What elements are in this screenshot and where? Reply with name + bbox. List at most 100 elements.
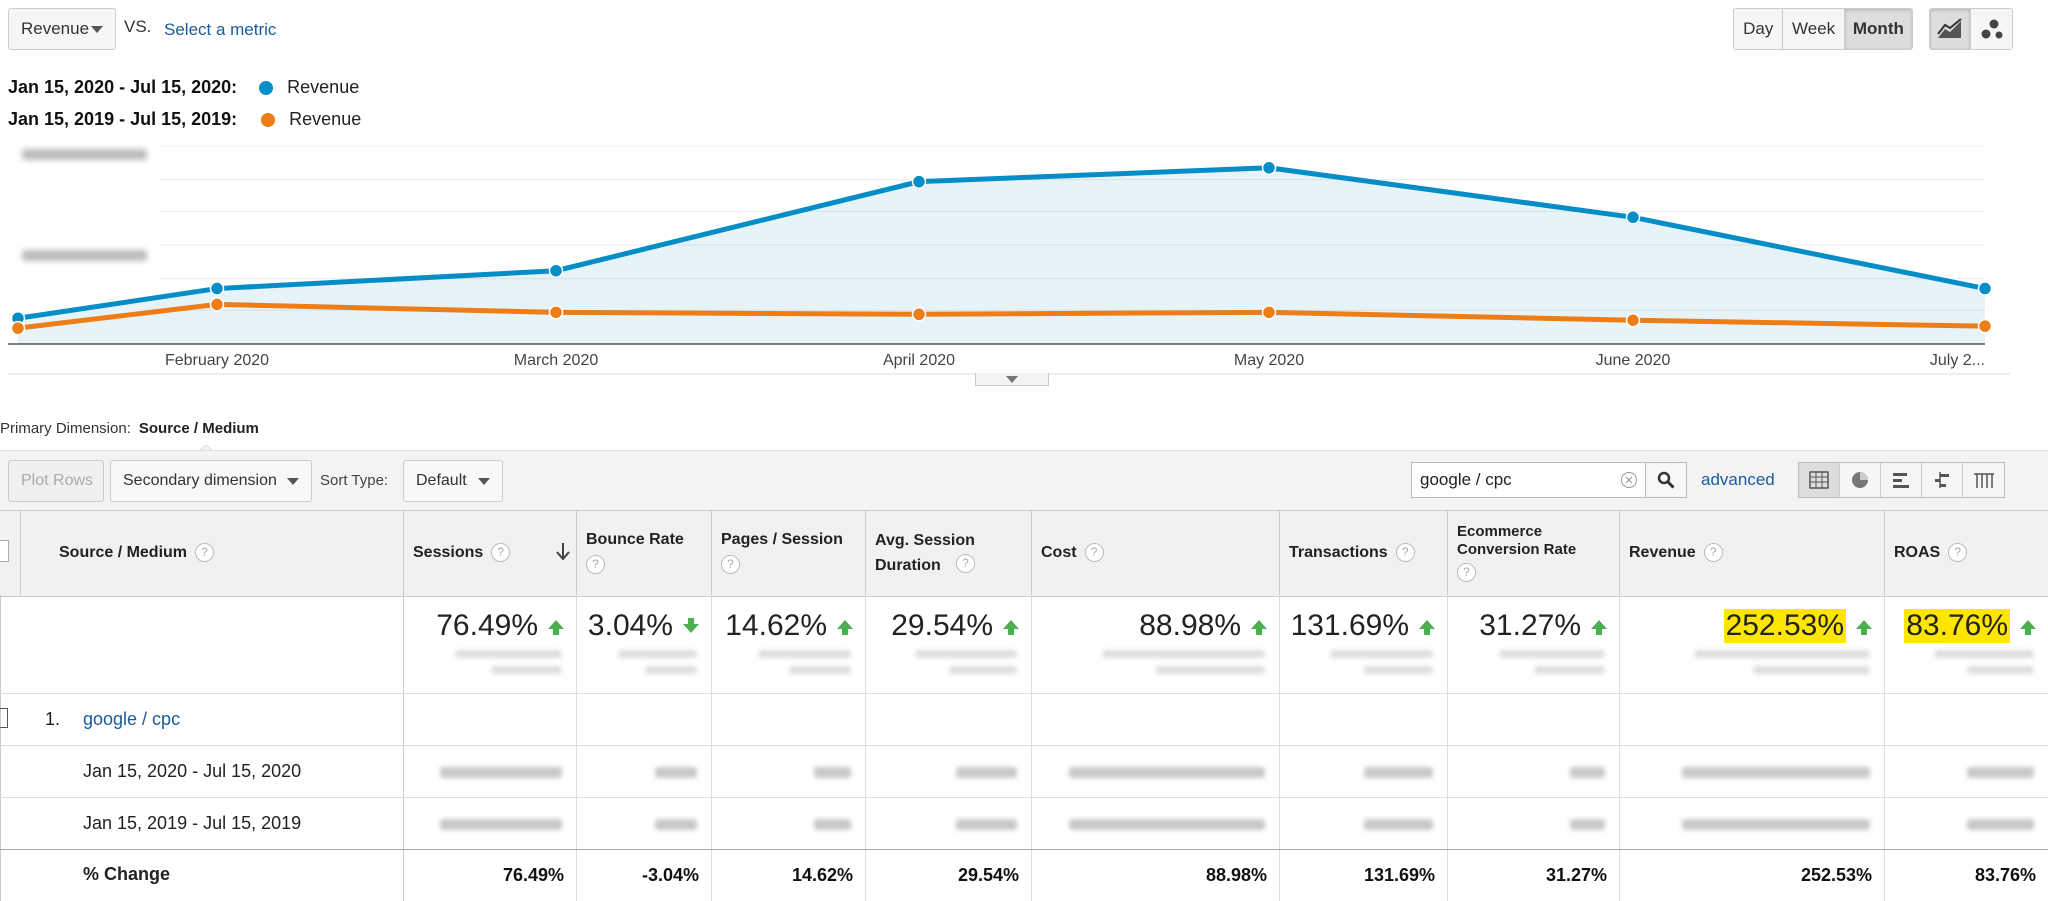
month-button[interactable]: Month: [1844, 9, 1912, 49]
col-bounce-rate[interactable]: Bounce Rate?: [576, 510, 711, 595]
previous-series-point: [1977, 318, 1993, 334]
summary-conversion-change: 31.27%: [1447, 604, 1619, 648]
chevron-down-icon: [91, 26, 103, 33]
row-period-previous: Jan 15, 2019 - Jul 15, 2019: [83, 813, 302, 833]
legend-previous-range: Jan 15, 2019 - Jul 15, 2019:: [8, 109, 238, 129]
summary-value: 131.69%: [1290, 609, 1409, 642]
help-icon[interactable]: ?: [956, 554, 975, 573]
y-tick-label-blurred: [22, 250, 147, 261]
col-label: ROAS: [1894, 543, 1941, 561]
previous-series-point: [1625, 312, 1641, 328]
chart-collapse-toggle[interactable]: [975, 373, 1049, 386]
help-icon[interactable]: ?: [1395, 543, 1415, 562]
pie-chart-view-icon[interactable]: [1840, 463, 1881, 497]
motion-chart-icon[interactable]: [1971, 9, 2012, 49]
col-pages-session[interactable]: Pages / Session?: [711, 510, 865, 595]
search-icon[interactable]: [1645, 463, 1686, 497]
sort-desc-icon[interactable]: [556, 542, 570, 560]
summary-value: 31.27%: [1479, 609, 1581, 642]
col-label: Ecommerce Conversion Rate: [1457, 523, 1577, 558]
col-revenue[interactable]: Revenue?: [1619, 510, 1884, 595]
previous-series-point: [1261, 305, 1277, 320]
data-table-view-icon[interactable]: [1799, 463, 1840, 497]
legend-current: Jan 15, 2020 - Jul 15, 2020: Revenue: [8, 77, 359, 98]
up-arrow-icon: [1419, 619, 1435, 635]
col-divider: [0, 595, 1, 901]
performance-view-icon[interactable]: [1881, 463, 1922, 497]
clear-icon[interactable]: ✕: [1621, 472, 1637, 488]
granularity-group: Day Week Month: [1733, 8, 1913, 50]
change-cost: 88.98%: [1205, 864, 1267, 885]
help-icon[interactable]: ?: [1703, 543, 1723, 562]
blurred-value: [440, 819, 562, 830]
col-ecommerce-conversion-rate[interactable]: Ecommerce Conversion Rate?: [1447, 510, 1619, 595]
blurred-value: [1156, 666, 1265, 674]
change-transactions: 131.69%: [1363, 864, 1435, 885]
col-divider: [1031, 595, 1032, 901]
plot-rows-button[interactable]: Plot Rows: [8, 460, 104, 502]
col-cost[interactable]: Cost?: [1031, 510, 1279, 595]
help-icon[interactable]: ?: [491, 543, 511, 562]
blurred-value: [1967, 819, 2034, 830]
summary-value: 3.04%: [587, 609, 673, 642]
legend-dot-current: [259, 80, 274, 95]
blurred-value: [1364, 819, 1433, 830]
change-avg-duration: 29.54%: [957, 864, 1019, 885]
col-label: Transactions: [1289, 543, 1388, 561]
up-arrow-icon: [1003, 619, 1019, 635]
col-roas[interactable]: ROAS?: [1884, 510, 2048, 595]
blurred-value: [1967, 666, 2034, 674]
legend-dot-previous: [261, 112, 276, 127]
col-label: Avg. Session Duration: [875, 531, 975, 574]
blurred-value: [1682, 767, 1870, 778]
legend-current-series: Revenue: [287, 77, 360, 97]
col-sessions[interactable]: Sessions?: [403, 510, 576, 595]
blurred-value: [1534, 666, 1605, 674]
help-icon[interactable]: ?: [586, 555, 605, 574]
col-transactions[interactable]: Transactions?: [1279, 510, 1447, 595]
chevron-down-icon: [478, 478, 490, 485]
blurred-value: [1569, 767, 1605, 778]
row-divider: [0, 849, 2048, 850]
primary-dimension-value[interactable]: Source / Medium: [138, 420, 259, 437]
search-input[interactable]: google / cpc: [1420, 470, 1512, 489]
up-arrow-icon: [548, 619, 564, 635]
comparison-view-icon[interactable]: [1922, 463, 1963, 497]
blurred-value: [1068, 819, 1265, 830]
row-source-link[interactable]: google / cpc: [83, 709, 181, 729]
day-button[interactable]: Day: [1734, 9, 1784, 49]
chevron-down-icon: [1006, 375, 1018, 383]
sort-type-value: Default: [416, 472, 467, 489]
summary-value: 76.49%: [436, 609, 538, 642]
col-source-medium[interactable]: Source / Medium?: [20, 510, 403, 595]
chart-type-group: [1929, 8, 2013, 50]
sort-type-select[interactable]: Default: [403, 460, 503, 502]
help-icon[interactable]: ?: [721, 555, 740, 574]
help-icon[interactable]: ?: [1457, 563, 1476, 582]
blurred-value: [1068, 767, 1265, 778]
line-chart-icon[interactable]: [1930, 9, 1972, 49]
y-tick-label-blurred: [22, 149, 147, 160]
x-tick-label: July 2...: [1930, 352, 1985, 369]
col-divider: [1279, 595, 1280, 901]
blurred-value: [955, 767, 1017, 778]
legend-current-range: Jan 15, 2020 - Jul 15, 2020:: [8, 77, 238, 97]
current-series-point: [911, 174, 927, 189]
up-arrow-icon: [1856, 619, 1872, 635]
col-avg-session-duration[interactable]: Avg. Session Duration?: [865, 510, 1031, 595]
metric-select[interactable]: Revenue: [8, 8, 116, 50]
advanced-filter-link[interactable]: advanced: [1701, 470, 1775, 489]
help-icon[interactable]: ?: [195, 543, 215, 562]
row-checkbox[interactable]: [0, 708, 8, 728]
current-series-point: [1625, 210, 1641, 225]
help-icon[interactable]: ?: [1948, 543, 1968, 562]
select-metric-link[interactable]: Select a metric: [164, 20, 277, 39]
secondary-dimension-select[interactable]: Secondary dimension: [110, 460, 312, 502]
help-icon[interactable]: ?: [1084, 543, 1104, 562]
select-all-checkbox[interactable]: [0, 540, 9, 562]
change-bounce-rate: -3.04%: [641, 864, 699, 885]
chart-points: [10, 160, 1993, 336]
week-button[interactable]: Week: [1783, 9, 1845, 49]
row-divider: [0, 797, 2048, 798]
pivot-view-icon[interactable]: [1963, 463, 2004, 497]
